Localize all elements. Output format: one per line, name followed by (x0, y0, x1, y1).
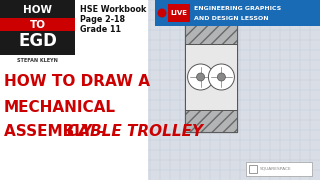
Text: TO: TO (29, 19, 45, 30)
Bar (0, 0, 75, 55)
Text: HOW: HOW (23, 5, 52, 15)
Text: EGD: EGD (18, 32, 57, 50)
Circle shape (157, 8, 166, 17)
Text: Page 2-18: Page 2-18 (80, 15, 125, 24)
Text: ASSEMBLY -: ASSEMBLY - (4, 125, 109, 140)
Bar (155, 0, 320, 26)
Text: MECHANICAL: MECHANICAL (4, 100, 116, 114)
Bar (199, 12, 223, 24)
Text: CABLE TROLLEY: CABLE TROLLEY (67, 125, 203, 140)
Circle shape (196, 73, 204, 81)
Text: HOW TO DRAW A: HOW TO DRAW A (4, 75, 150, 89)
Bar (148, 0, 320, 180)
Bar (0, 18, 75, 31)
Bar (185, 22, 237, 44)
Text: ENGINEERING GRAPHICS: ENGINEERING GRAPHICS (194, 6, 281, 10)
Bar (185, 44, 237, 110)
Text: LIVE: LIVE (171, 10, 188, 16)
Circle shape (208, 64, 234, 90)
Bar (185, 110, 237, 132)
Circle shape (217, 73, 225, 81)
Bar (185, 22, 237, 132)
Bar (246, 162, 312, 176)
Circle shape (188, 64, 214, 90)
Text: Grade 11: Grade 11 (80, 26, 121, 35)
Bar (168, 4, 190, 22)
Text: STEFAN KLEYN: STEFAN KLEYN (17, 58, 58, 64)
Text: AND DESIGN LESSON: AND DESIGN LESSON (194, 15, 268, 21)
Bar (249, 165, 257, 173)
Text: SQUARESPACE: SQUARESPACE (260, 167, 292, 171)
Text: HSE Workbook: HSE Workbook (80, 6, 146, 15)
